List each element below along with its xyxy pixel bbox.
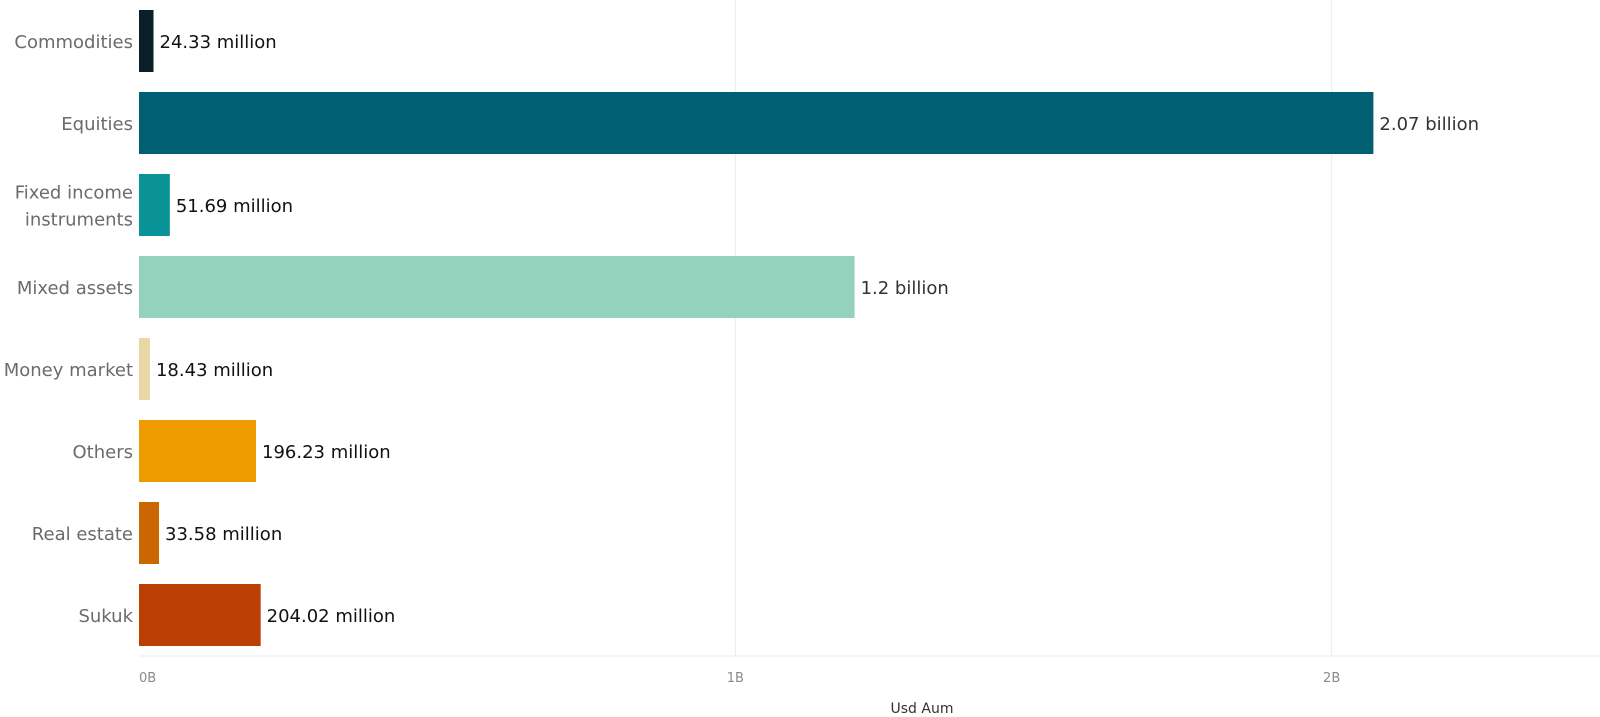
labels: 24.33 million Commodities 2.07 billion Equi… [4,32,1479,627]
y-category-label: Equities [61,114,133,135]
category-label-line: Commodities [14,32,133,53]
bar [139,584,261,646]
x-tick-label: 0B [139,671,156,686]
data-label: 1.2 billion [861,278,949,299]
data-label: 24.33 million [160,32,277,53]
data-label: 196.23 million [262,442,391,463]
bars [139,10,1374,646]
category-label-line: instruments [25,210,133,231]
data-label: 204.02 million [267,606,396,627]
bar [139,420,257,482]
y-category-label: Others [73,442,134,463]
bar [139,502,160,564]
category-label-line: Others [73,442,134,463]
category-label-line: Money market [4,360,133,381]
x-tick-label: 2B [1323,671,1340,686]
category-label-line: Real estate [32,524,133,545]
y-category-label: Real estate [32,524,133,545]
y-category-label: Mixed assets [17,278,133,299]
x-axis-title: Usd Aum [891,701,954,717]
category-label-line: Equities [61,114,133,135]
y-category-label: Commodities [14,32,133,53]
data-label: 33.58 million [165,524,282,545]
x-tick-label: 1B [727,671,744,686]
bar [139,92,1374,154]
bar [139,338,150,400]
y-category-label: Fixed income instruments [15,183,133,231]
category-label-line: Mixed assets [17,278,133,299]
bar [139,10,154,72]
data-label: 2.07 billion [1379,114,1479,135]
y-category-label: Money market [4,360,133,381]
y-category-label: Sukuk [78,606,133,627]
bar [139,174,170,236]
category-label-line: Sukuk [78,606,133,627]
bar [139,256,855,318]
data-label: 18.43 million [156,360,273,381]
category-label-line: Fixed income [15,183,133,204]
x-axis: 0B 1B 2B [139,655,1600,686]
data-label: 51.69 million [176,196,293,217]
